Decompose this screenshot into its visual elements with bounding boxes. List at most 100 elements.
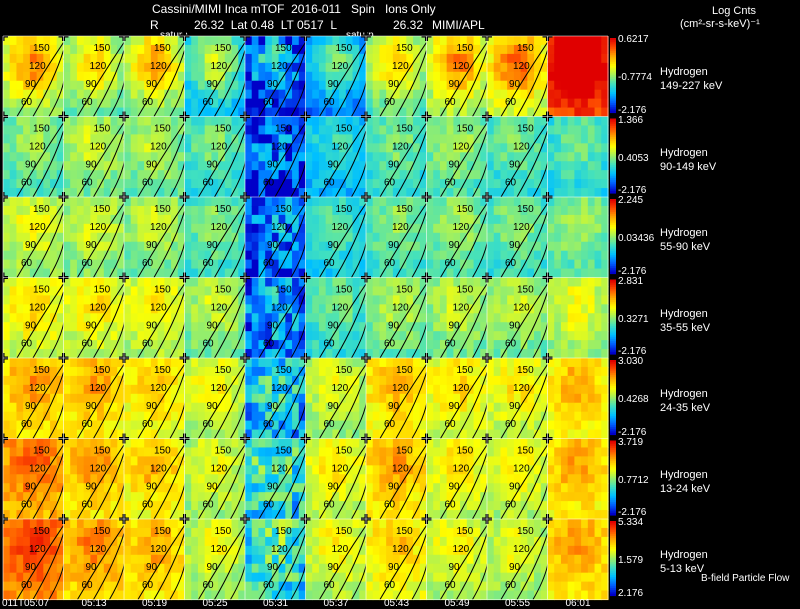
- pixel: [466, 116, 475, 127]
- pixel: [285, 116, 293, 127]
- pixel: [23, 197, 31, 207]
- pixel: [271, 393, 280, 404]
- pixel: [197, 80, 206, 91]
- plot-title: Cassini/MIMI Inca mTOF 2016-011 Spin Ion…: [152, 2, 436, 16]
- pixel: [29, 474, 38, 484]
- bfield-contour: [456, 130, 488, 198]
- pixel: [540, 304, 549, 314]
- pixel: [473, 384, 481, 395]
- pixel: [594, 366, 602, 377]
- pixel: [581, 80, 589, 91]
- pixel: [23, 340, 31, 350]
- pixel: [150, 250, 159, 261]
- pixel: [204, 268, 212, 279]
- pixel: [379, 116, 387, 127]
- pixel: [433, 116, 441, 127]
- pixel: [191, 429, 199, 440]
- pixel: [325, 71, 333, 82]
- pixel: [137, 402, 145, 413]
- pixel: [540, 241, 549, 252]
- pixel: [191, 107, 199, 118]
- pixel: [413, 53, 421, 64]
- pixel: [124, 188, 132, 198]
- pixel: [466, 134, 475, 144]
- pixel: [352, 161, 360, 171]
- pixel: [325, 214, 333, 225]
- pixel: [453, 420, 461, 431]
- pixel: [76, 44, 85, 55]
- pixel: [204, 98, 212, 109]
- contour-label: 60: [384, 258, 396, 269]
- pixel: [218, 143, 226, 153]
- pixel: [325, 134, 333, 144]
- pixel: [177, 402, 186, 413]
- pixel: [110, 295, 118, 305]
- pixel: [540, 89, 549, 100]
- pixel: [50, 331, 58, 341]
- pixel: [63, 170, 71, 180]
- pixel: [305, 322, 313, 332]
- pixel: [76, 492, 85, 502]
- pixel: [554, 304, 562, 314]
- pixel: [97, 366, 105, 377]
- pixel: [285, 89, 293, 100]
- pixel: [130, 241, 139, 252]
- pixel: [366, 286, 374, 296]
- pixel: [90, 259, 98, 270]
- contour-label: 90: [86, 160, 98, 171]
- pixel: [278, 214, 286, 225]
- pixel: [547, 411, 555, 422]
- pixel: [184, 402, 192, 413]
- pixel: [285, 107, 293, 118]
- pixel: [292, 429, 300, 440]
- pixel: [3, 170, 11, 180]
- pixel: [540, 349, 549, 359]
- pixel: [372, 411, 381, 422]
- pixel: [413, 98, 421, 109]
- pixel: [238, 358, 246, 368]
- pixel: [399, 411, 407, 422]
- pixel: [177, 223, 186, 234]
- contour-label: 90: [267, 160, 279, 171]
- pixel: [581, 349, 589, 359]
- pixel: [594, 402, 602, 413]
- pixel: [184, 456, 192, 466]
- pixel: [312, 143, 320, 153]
- pixel: [366, 125, 374, 135]
- pixel: [540, 277, 549, 288]
- bfield-contour: [153, 452, 185, 520]
- pixel: [204, 143, 212, 153]
- pixel: [70, 250, 78, 261]
- pixel: [130, 143, 139, 153]
- pixel: [23, 71, 31, 82]
- pixel: [238, 304, 246, 314]
- pixel: [587, 134, 596, 144]
- pixel: [513, 304, 522, 314]
- pixel: [177, 393, 186, 404]
- pixel: [238, 161, 246, 171]
- pixel: [23, 313, 31, 323]
- pixel: [150, 393, 159, 404]
- pixel: [534, 375, 542, 386]
- contour-label: 60: [263, 500, 275, 511]
- pixel: [50, 277, 58, 288]
- pixel: [16, 241, 24, 252]
- contour-label: 90: [388, 401, 400, 412]
- pixel: [265, 501, 273, 511]
- pixel: [305, 510, 313, 520]
- pixel: [43, 375, 51, 386]
- pixel: [339, 313, 347, 323]
- pixel: [224, 89, 233, 100]
- pixel: [493, 125, 502, 135]
- pixel: [238, 313, 246, 323]
- pixel: [372, 152, 381, 162]
- pixel: [76, 250, 85, 261]
- pixel: [103, 250, 112, 261]
- pixel: [292, 447, 300, 457]
- pixel: [271, 62, 280, 73]
- pixel: [587, 214, 596, 225]
- pixel: [63, 179, 71, 189]
- pixel: [63, 313, 71, 323]
- pixel: [184, 420, 192, 431]
